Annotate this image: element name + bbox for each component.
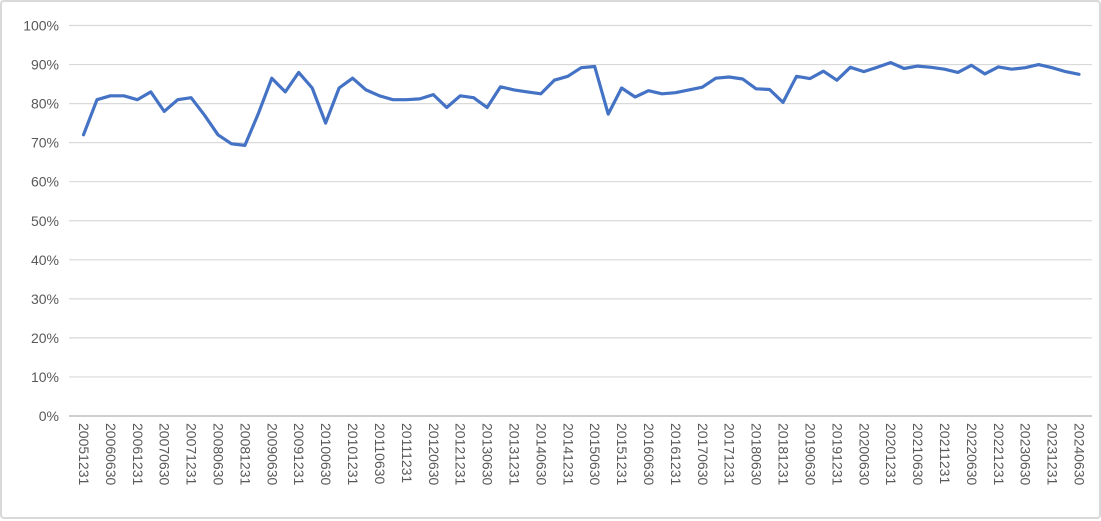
x-axis-tick-label: 20141231 (560, 423, 576, 486)
x-axis-tick-label: 20180630 (749, 423, 765, 486)
x-axis-tick-label: 20140630 (533, 423, 549, 486)
y-axis-tick-label: 40% (31, 252, 59, 268)
x-axis-tick-label: 20181231 (776, 423, 792, 486)
x-axis-tick-label: 20061231 (130, 423, 146, 486)
x-axis-tick-label: 20231231 (1045, 423, 1061, 486)
x-axis-tick-label: 20111231 (399, 423, 415, 483)
x-axis-tick-label: 20060630 (103, 423, 119, 486)
x-axis-tick-label: 20070630 (157, 423, 173, 486)
y-axis-tick-label: 50% (31, 213, 59, 229)
x-axis-tick-label: 20191231 (829, 423, 845, 486)
x-axis-tick-label: 20161231 (668, 423, 684, 486)
x-axis-tick-label: 20120630 (426, 423, 442, 486)
x-axis-tick-label: 20091231 (291, 423, 307, 486)
y-axis-tick-label: 70% (31, 135, 59, 151)
x-axis-tick-label: 20101231 (345, 423, 361, 486)
x-axis-tick-label: 20201231 (883, 423, 899, 486)
x-axis-tick-label: 20210630 (910, 423, 926, 486)
x-axis-tick-label: 20080630 (211, 423, 227, 486)
x-axis-tick-label: 20100630 (318, 423, 334, 486)
y-axis-tick-label: 20% (31, 330, 59, 346)
x-axis-tick-label: 20081231 (237, 423, 253, 486)
x-axis-tick-label: 20211231 (937, 423, 953, 484)
y-axis-tick-label: 60% (31, 174, 59, 190)
x-axis-tick-label: 20221231 (991, 423, 1007, 486)
y-axis-tick-label: 100% (23, 18, 59, 34)
x-axis-tick-label: 20151231 (614, 423, 630, 486)
x-axis-tick-label: 20051231 (76, 423, 92, 486)
x-axis-tick-label: 20171231 (722, 423, 738, 486)
data-series-line (81, 60, 1081, 147)
x-axis-tick-label: 20220630 (964, 423, 980, 486)
x-axis-tick-label: 20090630 (264, 423, 280, 486)
y-axis-tick-label: 0% (39, 408, 59, 424)
y-axis-tick-label: 80% (31, 96, 59, 112)
x-axis-tick-label: 20071231 (184, 423, 200, 486)
x-axis-tick-label: 20130630 (480, 423, 496, 486)
x-axis-tick-label: 20121231 (453, 423, 469, 486)
y-axis-tick-label: 10% (31, 369, 59, 385)
y-axis-tick-label: 30% (31, 291, 59, 307)
x-axis-tick-label: 20131231 (506, 423, 522, 486)
x-axis-tick-label: 20160630 (641, 423, 657, 486)
x-axis-tick-label: 20170630 (695, 423, 711, 486)
x-axis-tick-label: 20200630 (856, 423, 872, 486)
x-axis-tick-label: 20110630 (372, 423, 388, 484)
x-axis-tick-label: 20230630 (1018, 423, 1034, 486)
x-axis-tick-label: 20240630 (1071, 423, 1087, 486)
x-axis-tick-label: 20190630 (802, 423, 818, 486)
y-axis-tick-label: 90% (31, 57, 59, 73)
x-axis-tick-label: 20150630 (587, 423, 603, 486)
